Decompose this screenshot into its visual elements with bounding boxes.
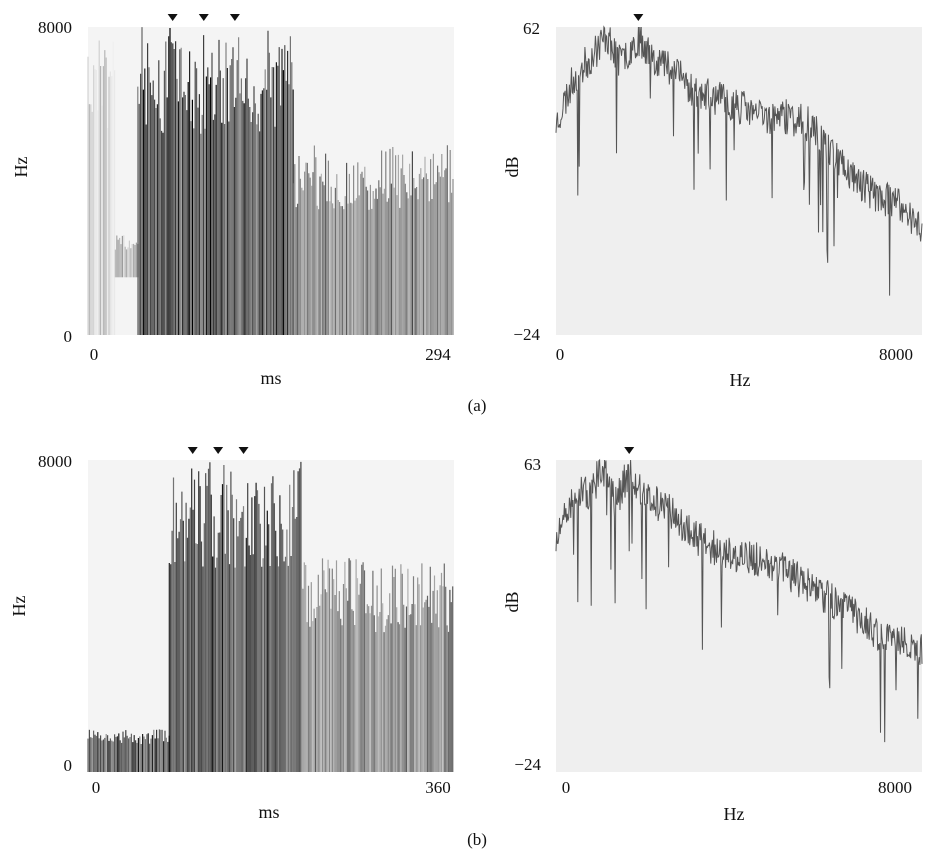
spectrum-a-xtick-right: 8000	[879, 345, 913, 364]
spectrogram-marker	[198, 14, 209, 21]
spectrum-a-line	[555, 25, 923, 296]
spectrogram-b-ytick-bottom: 0	[64, 756, 73, 775]
spectrogram-a: 8000 0 0 294 ms Hz	[11, 14, 454, 388]
spectrum-b-ylabel: dB	[502, 591, 522, 612]
spectrogram-a-ytick-bottom: 0	[64, 327, 73, 346]
spectrogram-marker	[167, 14, 178, 21]
spectrogram-b-markers	[187, 447, 249, 454]
spectrogram-b: 8000 0 0 360 ms Hz	[9, 447, 454, 822]
spectrum-b-xtick-right: 8000	[878, 778, 912, 797]
spectrum-a-marker	[633, 14, 644, 21]
spectrogram-marker	[238, 447, 249, 454]
spectrum-b-line	[555, 458, 923, 743]
spectrum-b-xlabel: Hz	[724, 804, 745, 824]
spectrogram-a-xtick-left: 0	[90, 345, 99, 364]
panel-label-b: (b)	[467, 830, 487, 849]
spectrum-b-ytick-bottom: −24	[514, 755, 541, 774]
spectrogram-a-marks	[87, 27, 454, 335]
spectrum-b-xtick-left: 0	[562, 778, 571, 797]
spectrum-a-xlabel: Hz	[730, 370, 751, 390]
spectrogram-marker	[213, 447, 224, 454]
spectrogram-b-xlabel: ms	[258, 802, 279, 822]
panel-label-a: (a)	[468, 396, 487, 415]
spectrum-a-ytick-bottom: −24	[513, 325, 540, 344]
spectrum-b: 63 −24 0 8000 Hz dB	[502, 447, 923, 824]
spectrogram-a-xlabel: ms	[260, 368, 281, 388]
spectrogram-b-ytick-top: 8000	[38, 452, 72, 471]
spectrogram-a-markers	[167, 14, 240, 21]
spectrogram-b-ylabel: Hz	[9, 596, 29, 617]
spectrogram-marker	[187, 447, 198, 454]
spectrum-a-xtick-left: 0	[556, 345, 565, 364]
spectrogram-b-marks	[87, 461, 454, 772]
spectrogram-b-xtick-right: 360	[425, 778, 451, 797]
spectrum-b-marker	[624, 447, 635, 454]
spectrum-a-ytick-top: 62	[523, 19, 540, 38]
spectrum-a: 62 −24 0 8000 Hz dB	[502, 14, 923, 390]
spectrum-a-ylabel: dB	[502, 156, 522, 177]
spectrogram-a-ylabel: Hz	[11, 157, 31, 178]
spectrogram-b-xtick-left: 0	[92, 778, 101, 797]
spectrogram-a-xtick-right: 294	[425, 345, 451, 364]
spectrum-b-ytick-top: 63	[524, 455, 541, 474]
spectrogram-marker	[229, 14, 240, 21]
spectrogram-a-ytick-top: 8000	[38, 18, 72, 37]
